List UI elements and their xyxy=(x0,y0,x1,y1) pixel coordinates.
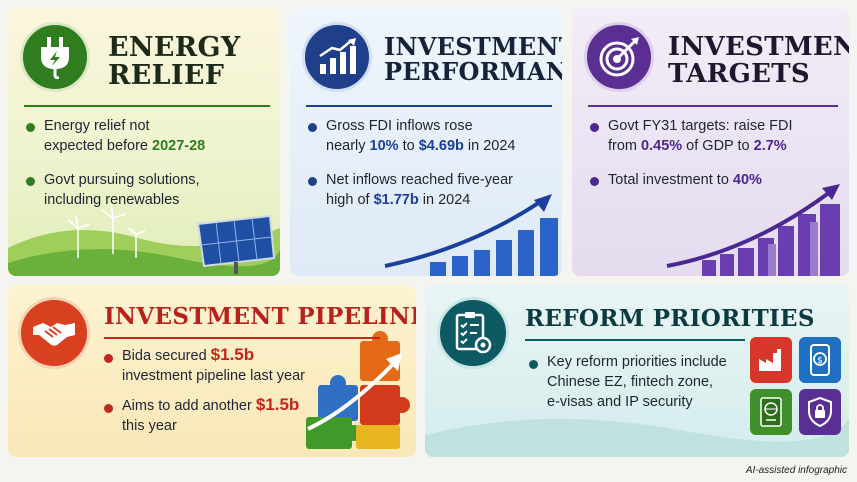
targets-text: from xyxy=(608,138,642,154)
bullet-dot xyxy=(529,360,538,369)
reform-title: REFORM PRIORITIES xyxy=(525,305,815,332)
bullet-dot xyxy=(590,177,599,186)
reform-bullet-1-line1: Key reform priorities include xyxy=(547,354,727,370)
targets-title: INVESTMENT TARGETS xyxy=(668,32,849,90)
footer-caption: AI-assisted infographic xyxy=(745,465,847,476)
pipeline-highlight-secured: $1.5b xyxy=(210,345,255,364)
pipeline-bullet-1: Bida secured $1.5b investment pipeline l… xyxy=(122,345,305,386)
targets-bullet-1-line1: Govt FY31 targets: raise FDI xyxy=(608,118,793,134)
energy-bullet-2-line2: including renewables xyxy=(44,192,180,208)
factory-tile-icon xyxy=(750,337,792,383)
passport-tile-icon xyxy=(750,389,792,435)
reform-bullet-1-line3: e-visas and IP security xyxy=(547,394,693,410)
bar-chart-up-icon xyxy=(302,22,372,92)
pipeline-divider xyxy=(104,337,380,339)
svg-text:$: $ xyxy=(817,356,823,366)
pipeline-text: Bida secured xyxy=(122,348,211,364)
pipeline-title: INVESTMENT PIPELINE xyxy=(104,303,416,330)
pipeline-bullet-2-line2: this year xyxy=(122,418,177,434)
fintech-phone-tile-icon: $ xyxy=(799,337,841,383)
pipeline-bullet-2: Aims to add another $1.5b this year xyxy=(122,395,299,436)
bullet-dot xyxy=(104,404,113,413)
reform-divider xyxy=(525,339,745,341)
growth-bar-chart-illustration xyxy=(384,194,558,276)
solar-panel-icon xyxy=(196,214,276,274)
targets-highlight-from: 0.45% xyxy=(641,138,683,154)
checklist-gear-icon xyxy=(437,297,509,369)
investment-text: in 2024 xyxy=(463,138,516,154)
targets-highlight-to: 2.7% xyxy=(753,138,787,154)
bullet-dot xyxy=(590,123,599,132)
energy-bullet-1-line2: expected before xyxy=(44,138,153,154)
investment-bullet-2-line1: Net inflows reached five-year xyxy=(326,172,513,188)
energy-title-line1: ENERGY xyxy=(108,32,241,63)
targets-bullet-2: Total investment to 40% xyxy=(608,170,762,190)
energy-title-line2: RELIEF xyxy=(108,60,225,92)
handshake-icon xyxy=(18,297,90,369)
investment-text: nearly xyxy=(326,138,370,154)
investment-text: in 2024 xyxy=(418,192,471,208)
bullet-dot xyxy=(26,123,35,132)
wave-background xyxy=(425,418,849,457)
reform-bullet-1-line2: Chinese EZ, fintech zone, xyxy=(547,374,714,390)
investment-text: high of xyxy=(326,192,374,208)
energy-bullet-2-line1: Govt pursuing solutions, xyxy=(44,172,200,188)
puzzle-pieces-illustration xyxy=(306,331,410,449)
energy-bullet-1-line1: Energy relief not xyxy=(44,118,150,134)
energy-bullet-1-highlight: 2027-28 xyxy=(152,138,206,154)
energy-bullet-2: Govt pursuing solutions, including renew… xyxy=(44,170,200,210)
bullet-dot xyxy=(26,177,35,186)
investment-bullet-1-line1: Gross FDI inflows rose xyxy=(326,118,473,134)
targets-bullet-1: Govt FY31 targets: raise FDI from 0.45% … xyxy=(608,116,793,156)
energy-bullet-1: Energy relief not expected before 2027-2… xyxy=(44,116,205,156)
bullet-dot xyxy=(308,177,317,186)
investment-highlight-net: $1.77b xyxy=(373,192,419,208)
skyline-chart-illustration xyxy=(666,184,840,276)
targets-title-line2: TARGETS xyxy=(668,59,810,90)
energy-landscape-illustration xyxy=(8,203,280,276)
energy-title: ENERGY RELIEF xyxy=(108,32,241,92)
security-shield-tile-icon xyxy=(799,389,841,435)
investment-highlight-pct: 10% xyxy=(369,138,399,154)
bullet-dot xyxy=(104,354,113,363)
investment-targets-card: INVESTMENT TARGETS Govt FY31 targets: ra… xyxy=(572,8,849,276)
target-icon xyxy=(584,22,654,92)
investment-title: INVESTMENT PERFORMANCE xyxy=(384,32,562,87)
investment-bullet-1: Gross FDI inflows rose nearly 10% to $4.… xyxy=(326,116,515,156)
pipeline-bullet-1-line2: investment pipeline last year xyxy=(122,368,305,384)
targets-highlight-total: 40% xyxy=(732,172,762,188)
targets-title-line1: INVESTMENT xyxy=(668,32,849,62)
targets-divider xyxy=(588,105,838,107)
reform-bullet-1: Key reform priorities include Chinese EZ… xyxy=(547,352,727,412)
investment-text: to xyxy=(398,138,419,154)
investment-divider xyxy=(306,105,552,107)
investment-pipeline-card: INVESTMENT PIPELINE Bida secured $1.5b i… xyxy=(8,285,416,457)
targets-text: of GDP to xyxy=(682,138,754,154)
investment-bullet-2: Net inflows reached five-year high of $1… xyxy=(326,170,513,210)
energy-divider xyxy=(24,105,270,107)
energy-relief-card: ENERGY RELIEF Energy relief not expected… xyxy=(8,8,280,276)
pipeline-text: Aims to add another xyxy=(122,398,256,414)
bullet-dot xyxy=(308,123,317,132)
investment-highlight-amount: $4.69b xyxy=(418,138,464,154)
investment-performance-card: INVESTMENT PERFORMANCE Gross FDI inflows… xyxy=(290,8,562,276)
pipeline-highlight-aim: $1.5b xyxy=(255,395,300,414)
investment-title-line2: PERFORMANCE xyxy=(384,57,562,87)
investment-title-line1: INVESTMENT xyxy=(384,32,562,61)
plug-icon xyxy=(20,22,90,92)
targets-text: Total investment to xyxy=(608,172,733,188)
reform-priorities-card: REFORM PRIORITIES Key reform priorities … xyxy=(425,285,849,457)
